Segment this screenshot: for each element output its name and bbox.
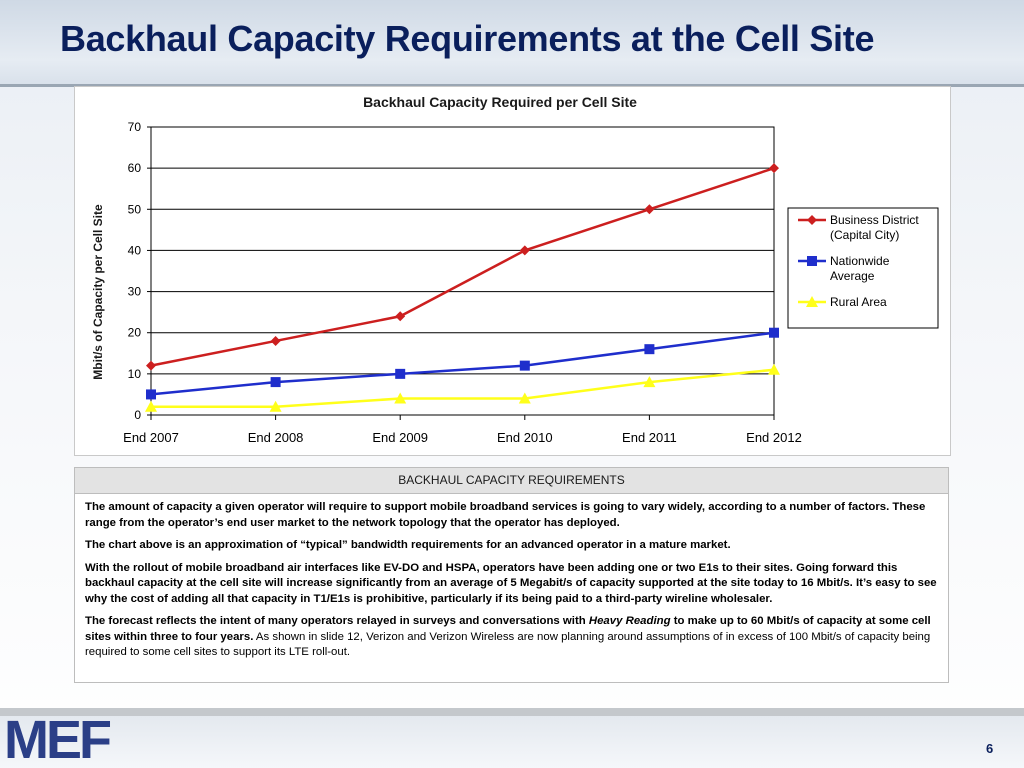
header-divider <box>0 84 1024 87</box>
y-tick-label: 40 <box>128 243 142 257</box>
paragraph-4-italic: Heavy Reading <box>588 615 671 627</box>
data-point <box>644 204 655 215</box>
data-point <box>145 400 157 412</box>
data-point <box>769 327 779 338</box>
y-tick-label: 50 <box>128 202 142 216</box>
y-axis-label: Mbit/s of Capacity per Cell Site <box>91 204 105 380</box>
legend-marker <box>807 256 817 266</box>
x-tick-label: End 2008 <box>248 430 304 445</box>
paragraph-4-normal: As shown in slide 12, Verizon and Verizo… <box>85 630 931 659</box>
data-point <box>518 392 531 404</box>
x-tick-label: End 2009 <box>372 430 428 445</box>
paragraph-2: The chart above is an approximation of “… <box>85 539 731 551</box>
y-tick-label: 20 <box>128 326 142 340</box>
data-point <box>519 360 530 371</box>
y-tick-label: 10 <box>128 367 142 381</box>
table-body: The amount of capacity a given operator … <box>75 494 948 661</box>
mef-logo-text: MEF <box>4 714 111 766</box>
data-point <box>270 377 281 388</box>
data-point <box>395 311 406 322</box>
data-point <box>394 392 407 404</box>
footer-band <box>0 708 1024 716</box>
legend-label: Rural Area <box>830 295 887 309</box>
data-point <box>395 368 406 379</box>
y-tick-label: 70 <box>128 120 142 134</box>
data-point <box>768 363 780 375</box>
footer-background <box>0 716 1024 768</box>
x-tick-label: End 2010 <box>497 430 553 445</box>
y-tick-label: 0 <box>134 408 141 422</box>
x-tick-label: End 2011 <box>622 430 677 445</box>
data-point <box>519 245 530 256</box>
data-point <box>769 163 779 174</box>
series-line-1 <box>150 331 775 396</box>
paragraph-4-bold-a: The forecast reflects the intent of many… <box>85 615 589 627</box>
data-point <box>643 376 656 388</box>
data-point <box>146 360 156 371</box>
legend-marker <box>806 296 818 307</box>
series-line-2 <box>151 368 775 409</box>
legend-marker <box>807 215 817 225</box>
line-chart: Backhaul Capacity Required per Cell Site… <box>91 94 939 445</box>
mef-logo: MEF <box>4 714 114 766</box>
legend-box <box>787 207 939 329</box>
data-point <box>270 335 281 346</box>
paragraph-4: The forecast reflects the intent of many… <box>85 614 938 661</box>
legend-label: Business District <box>830 213 919 227</box>
paragraph-3: With the rollout of mobile broadband air… <box>85 561 937 605</box>
paragraph-4-bold-b: to make up to 60 Mbit/s of capacity at s… <box>85 615 931 643</box>
y-tick-label: 30 <box>128 285 142 299</box>
backhaul-requirements-table: BACKHAUL CAPACITY REQUIREMENTS The amoun… <box>74 467 949 683</box>
x-tick-label: End 2007 <box>123 430 179 445</box>
slide-title: Backhaul Capacity Requirements at the Ce… <box>60 18 875 59</box>
legend-label: Average <box>830 269 875 283</box>
data-point <box>644 344 655 355</box>
table-header: BACKHAUL CAPACITY REQUIREMENTS <box>75 468 948 494</box>
data-point <box>269 400 282 412</box>
chart-title: Backhaul Capacity Required per Cell Site <box>363 94 637 110</box>
legend-label: Nationwide <box>830 254 890 268</box>
data-point <box>146 389 156 400</box>
x-tick-label: End 2012 <box>746 430 802 445</box>
plot-area-border <box>150 126 775 416</box>
legend-label: (Capital City) <box>830 228 899 242</box>
paragraph-1: The amount of capacity a given operator … <box>85 501 926 529</box>
page-number: 6 <box>986 741 994 756</box>
y-tick-label: 60 <box>128 161 142 175</box>
header-band <box>0 0 1024 86</box>
series-line-0 <box>150 166 775 367</box>
